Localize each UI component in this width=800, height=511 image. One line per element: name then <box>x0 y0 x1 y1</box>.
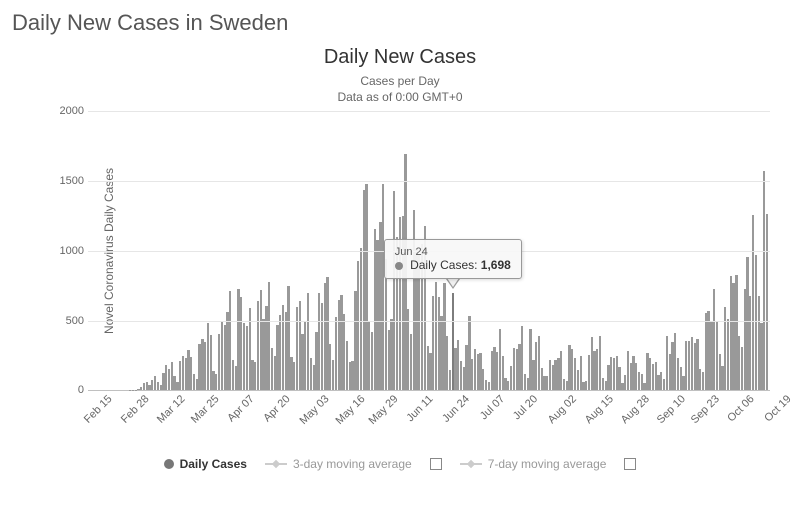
legend-label: 3-day moving average <box>293 457 412 471</box>
ytick-label: 0 <box>44 384 84 396</box>
legend-item-3day-avg[interactable]: 3-day moving average <box>265 457 412 471</box>
xtick-label: Aug 15 <box>582 393 615 426</box>
ytick-label: 1500 <box>44 175 84 187</box>
tooltip-value: 1,698 <box>481 258 511 272</box>
legend-checkbox-3day[interactable] <box>430 458 442 470</box>
xtick-label: Apr 20 <box>262 393 293 424</box>
xtick-label: Mar 25 <box>189 393 222 426</box>
tooltip-date: Jun 24 <box>395 246 511 258</box>
xtick-label: May 16 <box>333 393 367 427</box>
chart-subtitle-line1: Cases per Day <box>360 74 439 88</box>
legend-label: Daily Cases <box>180 457 247 471</box>
tooltip-row: Daily Cases: 1,698 <box>395 258 511 272</box>
xtick-label: Sep 10 <box>655 393 688 426</box>
chart-container: Daily New Cases Cases per Day Data as of… <box>10 46 790 471</box>
xtick-label: May 29 <box>367 393 401 427</box>
legend-item-7day-avg[interactable]: 7-day moving average <box>460 457 607 471</box>
xtick-label: Apr 07 <box>225 393 256 424</box>
chart-title: Daily New Cases <box>10 46 790 69</box>
xtick-label: Oct 19 <box>762 393 793 424</box>
xtick-label: Jun 24 <box>440 393 472 425</box>
tooltip-pointer-icon <box>446 279 460 289</box>
ytick-label: 500 <box>44 315 84 327</box>
xtick-label: Jun 11 <box>404 393 435 424</box>
xtick-label: Mar 12 <box>155 393 188 426</box>
ytick-label: 2000 <box>44 105 84 117</box>
legend-item-daily-cases[interactable]: Daily Cases <box>164 457 247 471</box>
ytick-label: 1000 <box>44 245 84 257</box>
legend-marker-icon <box>265 463 287 465</box>
xtick-label: Jul 07 <box>477 393 506 422</box>
gridline <box>88 321 770 322</box>
tooltip: Jun 24 Daily Cases: 1,698 <box>384 239 522 279</box>
xtick-label: Feb 15 <box>82 393 115 426</box>
legend-checkbox-7day[interactable] <box>624 458 636 470</box>
legend-marker-icon <box>164 459 174 469</box>
gridline <box>88 181 770 182</box>
xtick-label: Aug 28 <box>619 393 652 426</box>
bar[interactable] <box>766 214 768 390</box>
page-title: Daily New Cases in Sweden <box>0 0 800 36</box>
xaxis-ticks: Feb 15Feb 28Mar 12Mar 25Apr 07Apr 20May … <box>88 393 770 451</box>
legend: Daily Cases 3-day moving average 7-day m… <box>10 457 790 471</box>
legend-label: 7-day moving average <box>488 457 607 471</box>
xtick-label: Jul 20 <box>511 393 540 422</box>
xtick-label: Feb 28 <box>119 393 152 426</box>
gridline <box>88 111 770 112</box>
xtick-label: Sep 23 <box>689 393 722 426</box>
xtick-label: Aug 02 <box>546 393 579 426</box>
tooltip-marker-icon <box>395 262 403 270</box>
xtick-label: Oct 06 <box>726 393 757 424</box>
chart-subtitle-line2: Data as of 0:00 GMT+0 <box>337 90 462 104</box>
xtick-label: May 03 <box>297 393 331 427</box>
chart-plot-area[interactable]: Novel Coronavirus Daily Cases Jun 24 Dai… <box>88 111 770 391</box>
legend-marker-icon <box>460 463 482 465</box>
chart-subtitle: Cases per Day Data as of 0:00 GMT+0 <box>10 73 790 105</box>
tooltip-series-label: Daily Cases <box>410 258 474 272</box>
